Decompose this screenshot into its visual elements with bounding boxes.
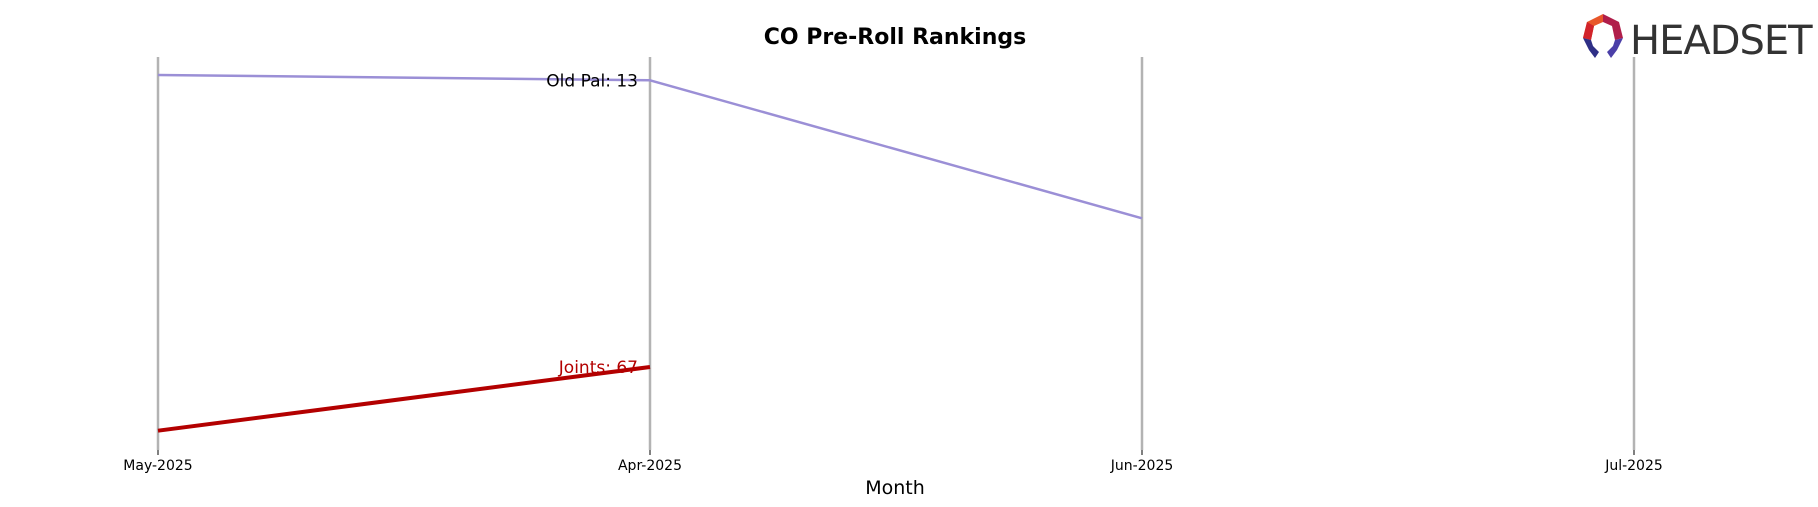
data-label: Old Pal: 13 xyxy=(546,71,638,91)
chart-title: CO Pre-Roll Rankings xyxy=(764,25,1026,50)
headset-logo-icon xyxy=(1583,14,1623,58)
data-label: Joints: 67 xyxy=(558,358,638,378)
x-tick-label: Jul-2025 xyxy=(1604,458,1663,474)
x-tick-label: Jun-2025 xyxy=(1110,458,1174,474)
x-tick-label: May-2025 xyxy=(123,458,192,474)
x-axis-ticks: May-2025 Apr-2025 Jun-2025 Jul-2025 xyxy=(123,450,1663,474)
grid-lines xyxy=(156,57,1636,450)
series-group xyxy=(157,73,1143,433)
x-tick-label: Apr-2025 xyxy=(618,458,682,474)
x-axis-label: Month xyxy=(865,477,925,499)
headset-logo: HEADSET xyxy=(1583,14,1814,64)
series-line-joints xyxy=(157,365,651,433)
point-labels: Old Pal: 13 Joints: 67 xyxy=(546,71,638,378)
headset-logo-text: HEADSET xyxy=(1630,18,1813,64)
